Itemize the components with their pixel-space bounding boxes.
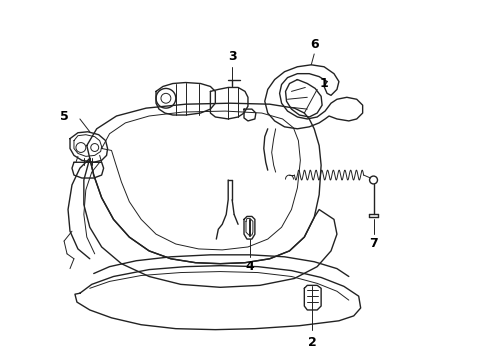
- Text: 3: 3: [228, 50, 237, 63]
- Text: 4: 4: [245, 260, 254, 273]
- Text: 2: 2: [308, 336, 317, 349]
- Text: 6: 6: [310, 38, 318, 51]
- Text: 1: 1: [319, 77, 328, 90]
- Text: 7: 7: [369, 238, 378, 251]
- Text: 5: 5: [60, 109, 69, 122]
